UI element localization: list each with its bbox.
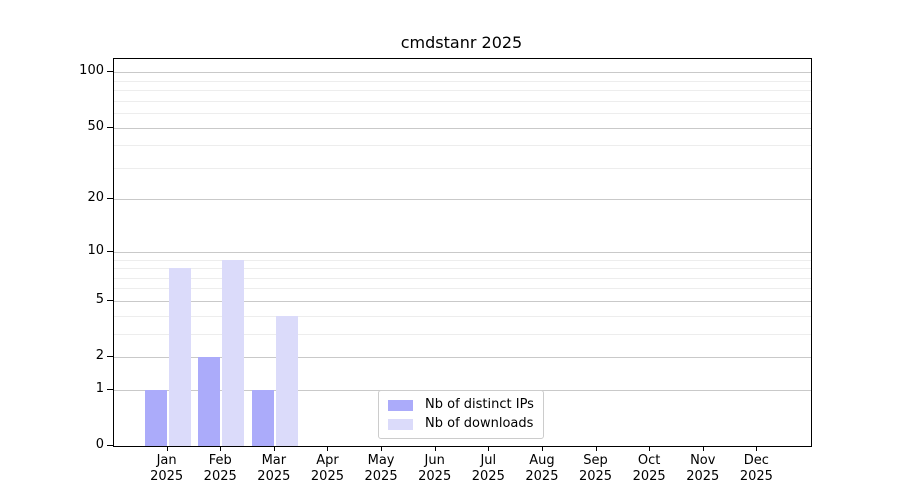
x-tick-nov: [702, 447, 704, 451]
gridline-y-8: [114, 268, 811, 270]
y-tick-50: [107, 126, 113, 128]
x-tick-month: Aug: [529, 453, 555, 468]
gridline-y-70: [114, 100, 811, 102]
y-tick-100: [107, 71, 113, 73]
y-tick-label-10: 10: [87, 242, 104, 258]
gridline-y-2: [114, 357, 811, 359]
y-tick-2: [107, 356, 113, 358]
legend-item-downloads: Nb of downloads: [388, 416, 534, 432]
gridline-y-90: [114, 80, 811, 82]
gridline-y-80: [114, 90, 811, 92]
chart-title: cmdstanr 2025: [400, 33, 523, 52]
y-tick-label-0: 0: [95, 437, 104, 452]
x-tick-year: 2025: [739, 468, 773, 484]
x-tick-feb: [220, 447, 222, 451]
gridline-y-50: [114, 127, 811, 129]
x-tick-jun: [434, 447, 436, 451]
gridline-y-3: [114, 333, 811, 335]
gridline-y-40: [114, 145, 811, 147]
bars-layer: [114, 59, 811, 446]
x-tick-label-mar: Mar 2025: [244, 453, 304, 484]
x-tick-month: Dec: [743, 453, 769, 468]
bar-downloads-jan: [168, 268, 191, 446]
legend-swatch-distinct-ips-icon: [388, 399, 413, 411]
bar-distinct-ips-jan: [144, 389, 167, 446]
legend: Nb of distinct IPs Nb of downloads: [378, 390, 544, 439]
x-tick-month: Mar: [261, 453, 287, 468]
legend-label-downloads: Nb of downloads: [425, 416, 534, 431]
x-tick-label-sep: Sep 2025: [566, 453, 626, 484]
y-tick-0: [107, 445, 113, 446]
x-tick-month: Feb: [208, 453, 232, 468]
x-tick-sep: [595, 447, 597, 451]
bar-distinct-ips-feb: [198, 357, 221, 446]
x-tick-label-jan: Jan 2025: [137, 453, 197, 484]
x-tick-label-aug: Aug 2025: [512, 453, 572, 484]
x-tick-month: Apr: [316, 453, 339, 468]
x-tick-year: 2025: [686, 468, 720, 484]
x-tick-year: 2025: [471, 468, 505, 484]
x-tick-month: Nov: [690, 453, 716, 468]
x-tick-month: Jun: [424, 453, 445, 468]
x-tick-year: 2025: [257, 468, 291, 484]
y-tick-5: [107, 299, 113, 301]
x-tick-label-jul: Jul 2025: [458, 453, 518, 484]
x-tick-year: 2025: [632, 468, 666, 484]
plot-area: Nb of distinct IPs Nb of downloads: [113, 58, 812, 447]
x-tick-month: Jul: [480, 453, 497, 468]
x-tick-label-oct: Oct 2025: [619, 453, 679, 484]
y-tick-label-50: 50: [87, 118, 104, 134]
legend-item-distinct-ips: Nb of distinct IPs: [388, 397, 534, 413]
x-tick-year: 2025: [364, 468, 398, 484]
x-tick-dec: [756, 447, 758, 451]
x-tick-apr: [327, 447, 329, 451]
y-tick-10: [107, 250, 113, 252]
x-tick-label-feb: Feb 2025: [190, 453, 250, 484]
gridline-y-30: [114, 167, 811, 169]
x-tick-oct: [649, 447, 651, 451]
gridline-y-10: [114, 251, 811, 253]
bar-downloads-feb: [222, 259, 245, 446]
x-tick-year: 2025: [203, 468, 237, 484]
gridline-y-7: [114, 277, 811, 279]
x-tick-year: 2025: [578, 468, 613, 484]
y-tick-label-1: 1: [95, 380, 104, 396]
legend-label-distinct-ips: Nb of distinct IPs: [425, 397, 534, 412]
x-tick-aug: [541, 447, 543, 451]
x-tick-label-jun: Jun 2025: [405, 453, 465, 484]
x-tick-year: 2025: [310, 468, 344, 484]
gridline-y-100: [114, 72, 811, 74]
x-tick-year: 2025: [418, 468, 452, 484]
x-tick-month: Oct: [637, 453, 661, 468]
x-tick-year: 2025: [525, 468, 559, 484]
y-tick-label-100: 100: [79, 63, 104, 79]
y-tick-label-5: 5: [95, 291, 104, 307]
gridline-y-20: [114, 199, 811, 201]
bar-downloads-mar: [275, 315, 298, 446]
x-tick-year: 2025: [150, 468, 184, 484]
x-tick-mar: [273, 447, 275, 451]
gridline-y-6: [114, 288, 811, 290]
y-tick-label-2: 2: [95, 348, 104, 364]
x-tick-month: May: [367, 453, 395, 468]
x-tick-month: Sep: [583, 453, 608, 468]
x-tick-label-apr: Apr 2025: [297, 453, 357, 484]
y-tick-label-20: 20: [87, 190, 104, 206]
x-tick-label-may: May 2025: [351, 453, 411, 484]
x-tick-label-nov: Nov 2025: [673, 453, 733, 484]
x-tick-jan: [166, 447, 168, 451]
gridline-y-4: [114, 315, 811, 317]
bar-distinct-ips-mar: [251, 389, 274, 446]
gridline-y-5: [114, 300, 811, 302]
y-tick-1: [107, 388, 113, 390]
gridline-y-9: [114, 259, 811, 261]
x-tick-month: Jan: [156, 453, 177, 468]
y-tick-20: [107, 198, 113, 200]
x-tick-label-dec: Dec 2025: [726, 453, 786, 484]
gridline-y-60: [114, 113, 811, 115]
x-tick-may: [381, 447, 383, 451]
legend-swatch-downloads-icon: [388, 418, 413, 430]
x-tick-jul: [488, 447, 490, 451]
